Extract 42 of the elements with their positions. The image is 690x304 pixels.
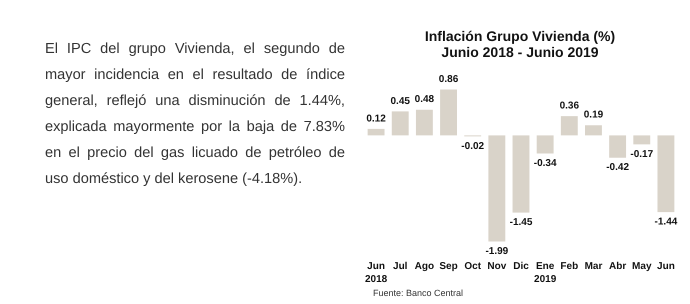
data-label: 0.36 bbox=[560, 100, 580, 112]
x-tick-label: Jun bbox=[657, 261, 675, 272]
x-tick-label: Jun 2018 bbox=[364, 261, 388, 285]
data-label: -0.34 bbox=[534, 158, 557, 169]
data-label: 0.86 bbox=[438, 74, 459, 85]
x-tick-label: Feb bbox=[560, 261, 578, 272]
x-tick-label: Mar bbox=[584, 261, 602, 272]
x-tick-label: Nov bbox=[487, 261, 507, 272]
bar bbox=[392, 111, 409, 136]
bar bbox=[633, 135, 650, 144]
data-label: -1.45 bbox=[510, 217, 533, 228]
x-tick-label: Oct bbox=[464, 261, 482, 272]
x-tick-label: Dic bbox=[513, 261, 530, 272]
chart-title: Inflación Grupo Vivienda (%) bbox=[424, 28, 616, 44]
bar bbox=[560, 116, 578, 136]
chart-subtitle: Junio 2018 - Junio 2019 bbox=[441, 44, 599, 60]
data-label: -0.17 bbox=[630, 148, 654, 160]
data-label: -0.02 bbox=[461, 140, 485, 152]
bar bbox=[440, 89, 457, 136]
x-tick-label: May bbox=[632, 261, 652, 272]
text: El IPC del grupo Vivienda, el segundo de mayor incidencia en el resultado de índice general, reflejó una disminución de 1.44%, explicada mayormente por la baja de 7.83% en el precio del gas licuado de petróleo de uso doméstico y del kerosene (-4.18%). bbox=[45, 40, 345, 189]
data-label: -1.99 bbox=[485, 246, 509, 257]
bar bbox=[585, 125, 602, 136]
data-label: 0.45 bbox=[390, 96, 410, 107]
data-label: 0.48 bbox=[414, 94, 435, 106]
x-tick-label: Ene 2019 bbox=[534, 261, 557, 285]
bar bbox=[416, 110, 433, 136]
bar bbox=[368, 128, 385, 136]
bar bbox=[536, 135, 554, 154]
x-tick-label: Abr bbox=[609, 261, 626, 272]
source-note: Fuente: Banco Central bbox=[373, 288, 464, 298]
x-tick-label: Sep bbox=[439, 261, 458, 272]
bar bbox=[512, 135, 530, 213]
x-tick-label: Ago bbox=[414, 261, 434, 272]
bar bbox=[488, 135, 506, 242]
data-label: -1.44 bbox=[654, 216, 678, 228]
data-label: 0.12 bbox=[366, 113, 386, 124]
bar bbox=[609, 135, 626, 158]
data-label: 0.19 bbox=[584, 110, 604, 121]
data-label: -0.42 bbox=[606, 162, 630, 174]
x-tick-label: Jul bbox=[393, 261, 408, 272]
bar bbox=[657, 135, 674, 212]
